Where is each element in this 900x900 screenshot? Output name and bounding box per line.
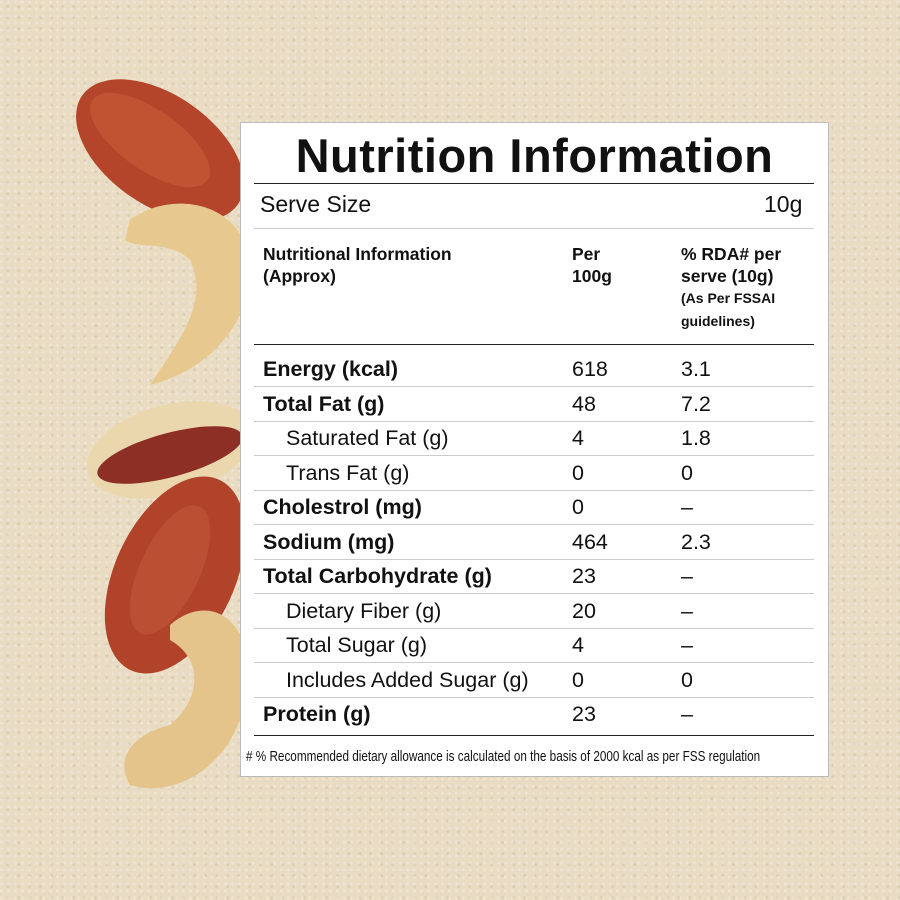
- header-rda-note: (As Per FSSAI guidelines): [681, 290, 776, 329]
- per-100g-value: 4: [572, 426, 584, 450]
- nutrient-name: Trans Fat (g): [286, 460, 410, 485]
- nutrient-name: Dietary Fiber (g): [286, 598, 442, 623]
- row-divider: [254, 489, 814, 491]
- serve-size-label: Serve Size: [260, 191, 372, 217]
- nutrient-name: Total Fat (g): [263, 391, 385, 416]
- rda-value: –: [681, 564, 693, 588]
- row-divider: [254, 558, 814, 560]
- row-divider: [254, 662, 814, 663]
- rda-value: 3.1: [681, 357, 711, 381]
- header-nutritional-info: Nutritional Information (Approx): [263, 244, 452, 286]
- divider: [254, 735, 814, 736]
- cashew-top: [125, 203, 251, 385]
- divider: [254, 344, 814, 345]
- nutrient-name: Sodium (mg): [263, 529, 395, 554]
- per-100g-value: 0: [572, 495, 584, 519]
- table-row: Total Carbohydrate (g) 23 –: [240, 559, 829, 593]
- per-100g-value: 464: [572, 529, 608, 554]
- rda-value: 7.2: [681, 391, 711, 416]
- row-divider: [254, 627, 814, 629]
- per-100g-value: 618: [572, 357, 608, 381]
- rda-value: –: [681, 495, 693, 519]
- nutrient-name: Saturated Fat (g): [286, 426, 449, 450]
- table-row: Dietary Fiber (g) 20 –: [240, 594, 829, 628]
- table-row: Cholestrol (mg) 0 –: [240, 490, 829, 524]
- per-100g-value: 23: [572, 564, 596, 588]
- table-row: Total Sugar (g) 4 –: [240, 628, 829, 662]
- per-100g-value: 0: [572, 667, 584, 692]
- nutrition-panel: [240, 122, 829, 777]
- nutrient-name: Includes Added Sugar (g): [286, 667, 529, 692]
- header-rda-text: % RDA# per serve (10g): [681, 244, 782, 286]
- rda-value: 2.3: [681, 529, 711, 554]
- row-divider: [254, 696, 814, 698]
- pistachio: [87, 401, 253, 499]
- rda-value: 0: [681, 667, 693, 692]
- cashew-bottom: [124, 610, 248, 789]
- nutrient-name: Cholestrol (mg): [263, 495, 422, 519]
- header-per-100g: Per 100g: [572, 244, 612, 286]
- rda-value: –: [681, 598, 693, 623]
- divider: [254, 228, 814, 229]
- table-row: Total Fat (g) 48 7.2: [240, 387, 829, 421]
- serve-size-value: 10g: [764, 191, 803, 217]
- table-row: Sodium (mg) 464 2.3: [240, 525, 829, 559]
- nutrient-name: Total Carbohydrate (g): [263, 564, 492, 588]
- row-divider: [254, 386, 814, 387]
- per-100g-value: 48: [572, 391, 596, 416]
- rda-value: 0: [681, 460, 693, 485]
- per-100g-value: 23: [572, 702, 596, 726]
- rda-value: –: [681, 633, 693, 657]
- nutrition-title: Nutrition Information: [295, 129, 774, 182]
- nutrient-name: Protein (g): [263, 702, 371, 726]
- rda-value: 1.8: [681, 426, 711, 450]
- per-100g-value: 20: [572, 598, 596, 623]
- nutrient-name: Energy (kcal): [263, 357, 399, 381]
- row-divider: [254, 420, 814, 422]
- footnote: # % Recommended dietary allowance is cal…: [246, 749, 761, 765]
- table-row: Saturated Fat (g) 4 1.8: [240, 421, 829, 455]
- table-row: Includes Added Sugar (g) 0 0: [240, 663, 829, 697]
- table-row: Protein (g) 23 –: [240, 697, 829, 731]
- table-row: Trans Fat (g) 0 0: [240, 456, 829, 490]
- header-rda: % RDA# per serve (10g) (As Per FSSAI guid…: [681, 243, 816, 333]
- row-divider: [254, 455, 814, 456]
- row-divider: [254, 593, 814, 594]
- per-100g-value: 0: [572, 460, 584, 485]
- row-divider: [254, 524, 814, 525]
- rda-value: –: [681, 702, 693, 726]
- nutrient-name: Total Sugar (g): [286, 633, 428, 657]
- almond-top: [76, 79, 244, 221]
- per-100g-value: 4: [572, 633, 584, 657]
- table-row: Energy (kcal) 618 3.1: [240, 352, 829, 386]
- divider: [254, 183, 814, 184]
